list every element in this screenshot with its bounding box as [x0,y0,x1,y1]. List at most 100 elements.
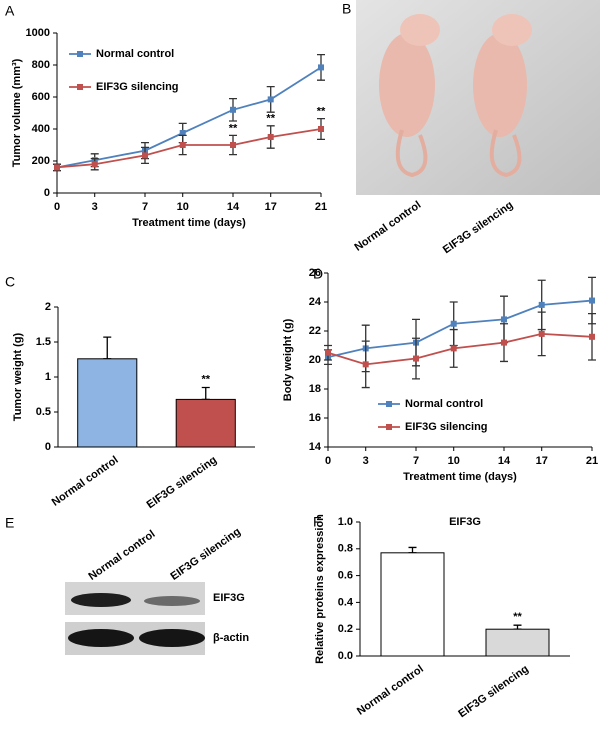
x-tick-label: EIF3G silencing [456,663,530,720]
error-bar [408,546,417,554]
x-tick-label: 0 [325,455,331,467]
legend-label: EIF3G silencing [405,421,488,433]
marker [267,96,274,103]
y-tick-label: 1 [45,371,51,383]
y-tick-label: 200 [32,155,50,167]
x-tick-label: 17 [265,201,277,213]
significance: ** [317,106,326,118]
marker [589,297,595,304]
blot [65,582,205,655]
marker [230,106,236,113]
x-tick-label: 3 [92,201,98,213]
x-axis-label: Treatment time (days) [403,471,517,483]
y-tick-label: 600 [32,91,50,103]
y-tick-label: 14 [309,441,322,453]
chart-title: EIF3G [449,516,481,528]
panel-letter: C [5,274,15,290]
band-label: EIF3G [213,592,245,604]
legend-marker [77,84,83,90]
panel-letter: D [313,266,323,282]
panel-letter: E [5,515,14,531]
y-tick-label: 1.5 [36,336,51,348]
photo-label: EIF3G silencing [441,199,515,256]
y-tick-label: 20 [309,354,321,366]
x-tick-label: 14 [498,455,511,467]
x-tick-label: 10 [448,455,460,467]
marker [267,134,274,140]
y-tick-label: 0.6 [338,570,353,582]
bar [175,398,236,448]
marker [318,64,324,71]
legend-marker [386,401,392,407]
y-tick-label: 0.4 [338,596,354,608]
x-tick-label: 21 [586,455,598,467]
legend-label: Normal control [96,48,174,60]
x-tick-label: 10 [177,201,189,213]
x-tick-label: 7 [142,201,148,213]
x-axis-label: Treatment time (days) [132,217,246,229]
y-tick-label: 1000 [26,27,50,39]
panel-letter: B [342,1,351,17]
marker [450,320,457,327]
y-tick-label: 18 [309,383,321,395]
y-axis-label: Tumor weight (g) [12,332,24,421]
bar [77,358,138,448]
marker [413,355,419,362]
significance: ** [513,611,522,623]
legend-label: Normal control [405,398,483,410]
y-tick-label: 0.0 [338,650,353,662]
y-tick-label: 1.0 [338,516,353,528]
marker [142,152,148,159]
panel-letter: A [5,3,15,19]
y-axis-label: Relative proteins expression [314,514,326,664]
photo-label: Normal control [352,199,423,254]
marker [450,345,457,352]
marker [538,330,545,337]
y-tick-label: 0.5 [36,406,51,418]
marker [501,316,507,323]
legend-marker [386,424,392,430]
mouse-photo [356,0,600,195]
marker [501,339,507,346]
y-tick-label: 0.8 [338,543,353,555]
error-bar [201,386,210,401]
band-label: β-actin [213,632,249,644]
legend-marker [77,51,83,57]
marker [179,130,186,136]
marker [54,164,60,171]
marker [230,142,236,148]
x-tick-label: Normal control [355,663,426,718]
marker [325,349,331,356]
marker [589,333,595,340]
y-tick-label: 26 [309,267,321,279]
x-tick-label: 21 [315,201,327,213]
y-tick-label: 0 [45,441,51,453]
x-tick-label: Normal control [50,454,121,509]
lane-label: Normal control [87,528,158,583]
bar [380,552,445,657]
panel-letter: F [313,514,322,530]
error-bar [513,624,522,630]
y-tick-label: 24 [309,296,322,308]
y-tick-label: 22 [309,325,321,337]
marker [362,361,369,368]
x-tick-label: 17 [536,455,548,467]
significance: ** [201,373,210,385]
marker [179,142,186,148]
marker [91,161,98,168]
bar [485,628,550,657]
legend-label: EIF3G silencing [96,81,179,93]
y-tick-label: 16 [309,412,321,424]
y-axis-label: Body weight (g) [282,318,294,401]
y-tick-label: 0.2 [338,623,353,635]
y-tick-label: 400 [32,123,50,135]
significance: ** [266,113,275,125]
marker [318,126,324,132]
x-tick-label: 14 [227,201,240,213]
significance: ** [229,122,238,134]
x-tick-label: EIF3G silencing [145,454,219,511]
marker [538,301,545,308]
y-tick-label: 0 [44,187,50,199]
y-tick-label: 2 [45,301,51,313]
